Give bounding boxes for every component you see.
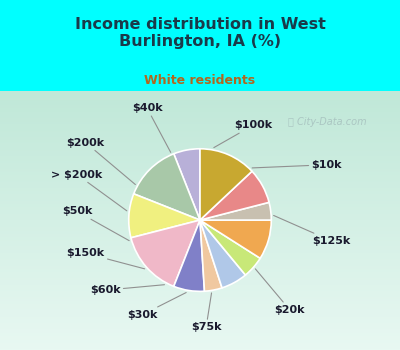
Wedge shape bbox=[129, 194, 200, 238]
Wedge shape bbox=[200, 220, 271, 258]
Wedge shape bbox=[174, 220, 204, 291]
Text: $75k: $75k bbox=[191, 293, 221, 332]
Wedge shape bbox=[174, 149, 200, 220]
Wedge shape bbox=[200, 202, 271, 220]
Text: Income distribution in West
Burlington, IA (%): Income distribution in West Burlington, … bbox=[74, 17, 326, 49]
Text: $100k: $100k bbox=[214, 120, 272, 148]
Text: $150k: $150k bbox=[67, 248, 145, 269]
Wedge shape bbox=[200, 171, 269, 220]
Text: $40k: $40k bbox=[132, 103, 171, 152]
Wedge shape bbox=[200, 220, 222, 291]
Text: $60k: $60k bbox=[90, 285, 164, 295]
Wedge shape bbox=[200, 220, 246, 288]
Text: $30k: $30k bbox=[127, 293, 186, 320]
Wedge shape bbox=[131, 220, 200, 286]
Wedge shape bbox=[200, 149, 252, 220]
Text: $50k: $50k bbox=[62, 206, 129, 241]
Text: $125k: $125k bbox=[274, 216, 351, 246]
Wedge shape bbox=[134, 154, 200, 220]
Text: White residents: White residents bbox=[144, 74, 256, 87]
Text: $10k: $10k bbox=[252, 160, 342, 170]
Wedge shape bbox=[200, 220, 260, 275]
Text: > $200k: > $200k bbox=[52, 170, 127, 211]
Text: ⓘ City-Data.com: ⓘ City-Data.com bbox=[288, 117, 367, 127]
Text: $20k: $20k bbox=[255, 269, 305, 315]
Text: $200k: $200k bbox=[67, 138, 135, 184]
